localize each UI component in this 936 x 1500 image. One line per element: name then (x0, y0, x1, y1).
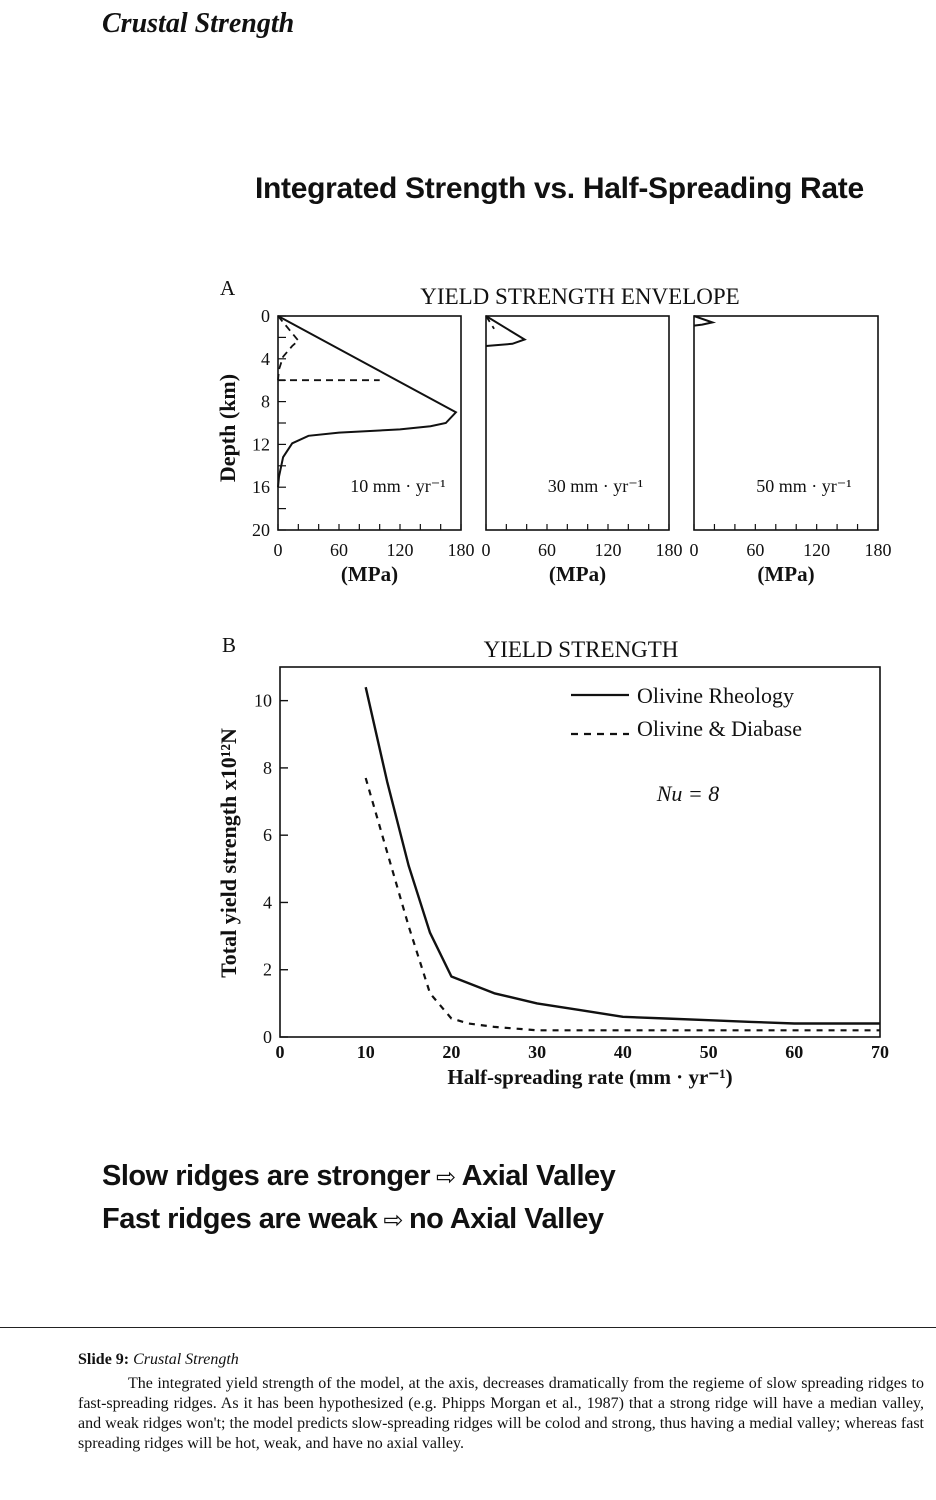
envelope-x-tick-label: 0 (482, 540, 491, 560)
x-tick-label: 10 (357, 1042, 375, 1062)
y-tick-label: 0 (263, 1027, 272, 1047)
envelope-x-tick-label: 120 (595, 540, 622, 560)
envelope-x-tick-label: 180 (865, 540, 892, 560)
depth-tick-label: 20 (252, 520, 270, 540)
envelope-x-tick-label: 120 (387, 540, 414, 560)
depth-tick-label: 4 (261, 349, 270, 369)
depth-tick-label: 0 (261, 306, 270, 326)
takeaway-slow-left: Slow ridges are stronger (102, 1160, 431, 1192)
panel-b-label: B (222, 633, 236, 657)
series-olivine-diabase-line (364, 777, 880, 1032)
x-tick-label: 30 (528, 1042, 546, 1062)
panel-b-ylabel: Total yield strength x10¹²N (216, 728, 241, 978)
takeaway-fast: Fast ridges are weak ⇨ no Axial Valley (102, 1203, 604, 1236)
envelope-frame-1 (277, 315, 462, 531)
envelope-frame-2 (485, 315, 670, 531)
series-olivine-rheology-line (364, 686, 880, 1025)
takeaway-slow-right: Axial Valley (461, 1160, 616, 1192)
takeaway-fast-right: no Axial Valley (408, 1203, 604, 1235)
divider (0, 1327, 936, 1328)
x-tick-label: 20 (442, 1042, 460, 1062)
envelope-x-tick-label: 180 (448, 540, 475, 560)
panel-a-label: A (220, 276, 236, 300)
envelope-dashed-curve (485, 315, 495, 330)
envelope-solid-curve (693, 315, 717, 327)
caption: Slide 9: Crustal Strength The integrated… (78, 1350, 924, 1454)
depth-tick-label: 16 (252, 477, 270, 497)
plot-frame (279, 666, 881, 1038)
caption-subtitle: Crustal Strength (133, 1351, 239, 1368)
x-tick-label: 0 (276, 1042, 285, 1062)
envelope-x-tick-label: 0 (274, 540, 283, 560)
right-arrow-icon: ⇨ (436, 1163, 456, 1191)
depth-tick-label: 12 (252, 434, 270, 454)
y-tick-label: 6 (263, 825, 272, 845)
depth-tick-label: 8 (261, 392, 270, 412)
caption-label: Slide 9: (78, 1351, 130, 1368)
x-tick-label: 50 (700, 1042, 718, 1062)
envelope-x-tick-label: 0 (690, 540, 699, 560)
x-tick-label: 40 (614, 1042, 632, 1062)
right-arrow-icon: ⇨ (383, 1206, 403, 1234)
envelope-rate-label: 30 mm · yr⁻¹ (548, 476, 643, 496)
envelope-x-tick-label: 120 (803, 540, 830, 560)
legend-olivine-diabase: Olivine & Diabase (637, 716, 802, 741)
envelope-dashed-curve (277, 315, 300, 381)
envelope-solid-curve (277, 315, 458, 488)
x-tick-label: 60 (785, 1042, 803, 1062)
envelope-x-axis-label: (MPa) (549, 562, 606, 586)
page-header: Crustal Strength (102, 8, 295, 39)
panel-a-title: YIELD STRENGTH ENVELOPE (420, 284, 739, 309)
caption-body: The integrated yield strength of the mod… (78, 1375, 924, 1452)
panel-b-title: YIELD STRENGTH (484, 637, 679, 662)
y-tick-label: 10 (254, 691, 272, 711)
slide-title: Integrated Strength vs. Half-Spreading R… (255, 172, 864, 205)
y-tick-label: 2 (263, 960, 272, 980)
envelope-rate-label: 10 mm · yr⁻¹ (350, 476, 445, 496)
panel-b-xlabel: Half-spreading rate (mm · yr⁻¹) (447, 1065, 732, 1089)
envelope-solid-curve (485, 315, 527, 347)
y-tick-label: 8 (263, 758, 272, 778)
envelope-x-tick-label: 60 (538, 540, 556, 560)
envelope-x-axis-label: (MPa) (341, 562, 398, 586)
envelope-x-tick-label: 180 (656, 540, 683, 560)
figure: A YIELD STRENGTH ENVELOPE Depth (km) B Y… (215, 276, 892, 1089)
envelope-x-axis-label: (MPa) (757, 562, 814, 586)
y-tick-label: 4 (263, 892, 272, 912)
takeaway-fast-left: Fast ridges are weak (102, 1203, 378, 1235)
envelope-x-tick-label: 60 (330, 540, 348, 560)
legend-olivine-rheology: Olivine Rheology (637, 683, 794, 708)
x-tick-label: 70 (871, 1042, 889, 1062)
envelope-rate-label: 50 mm · yr⁻¹ (756, 476, 851, 496)
panel-a-ylabel: Depth (km) (215, 374, 240, 482)
envelope-x-tick-label: 60 (746, 540, 764, 560)
nu-annotation: Nu = 8 (656, 781, 720, 806)
takeaway-slow: Slow ridges are stronger ⇨ Axial Valley (102, 1160, 616, 1193)
envelope-frame-3 (693, 315, 879, 531)
